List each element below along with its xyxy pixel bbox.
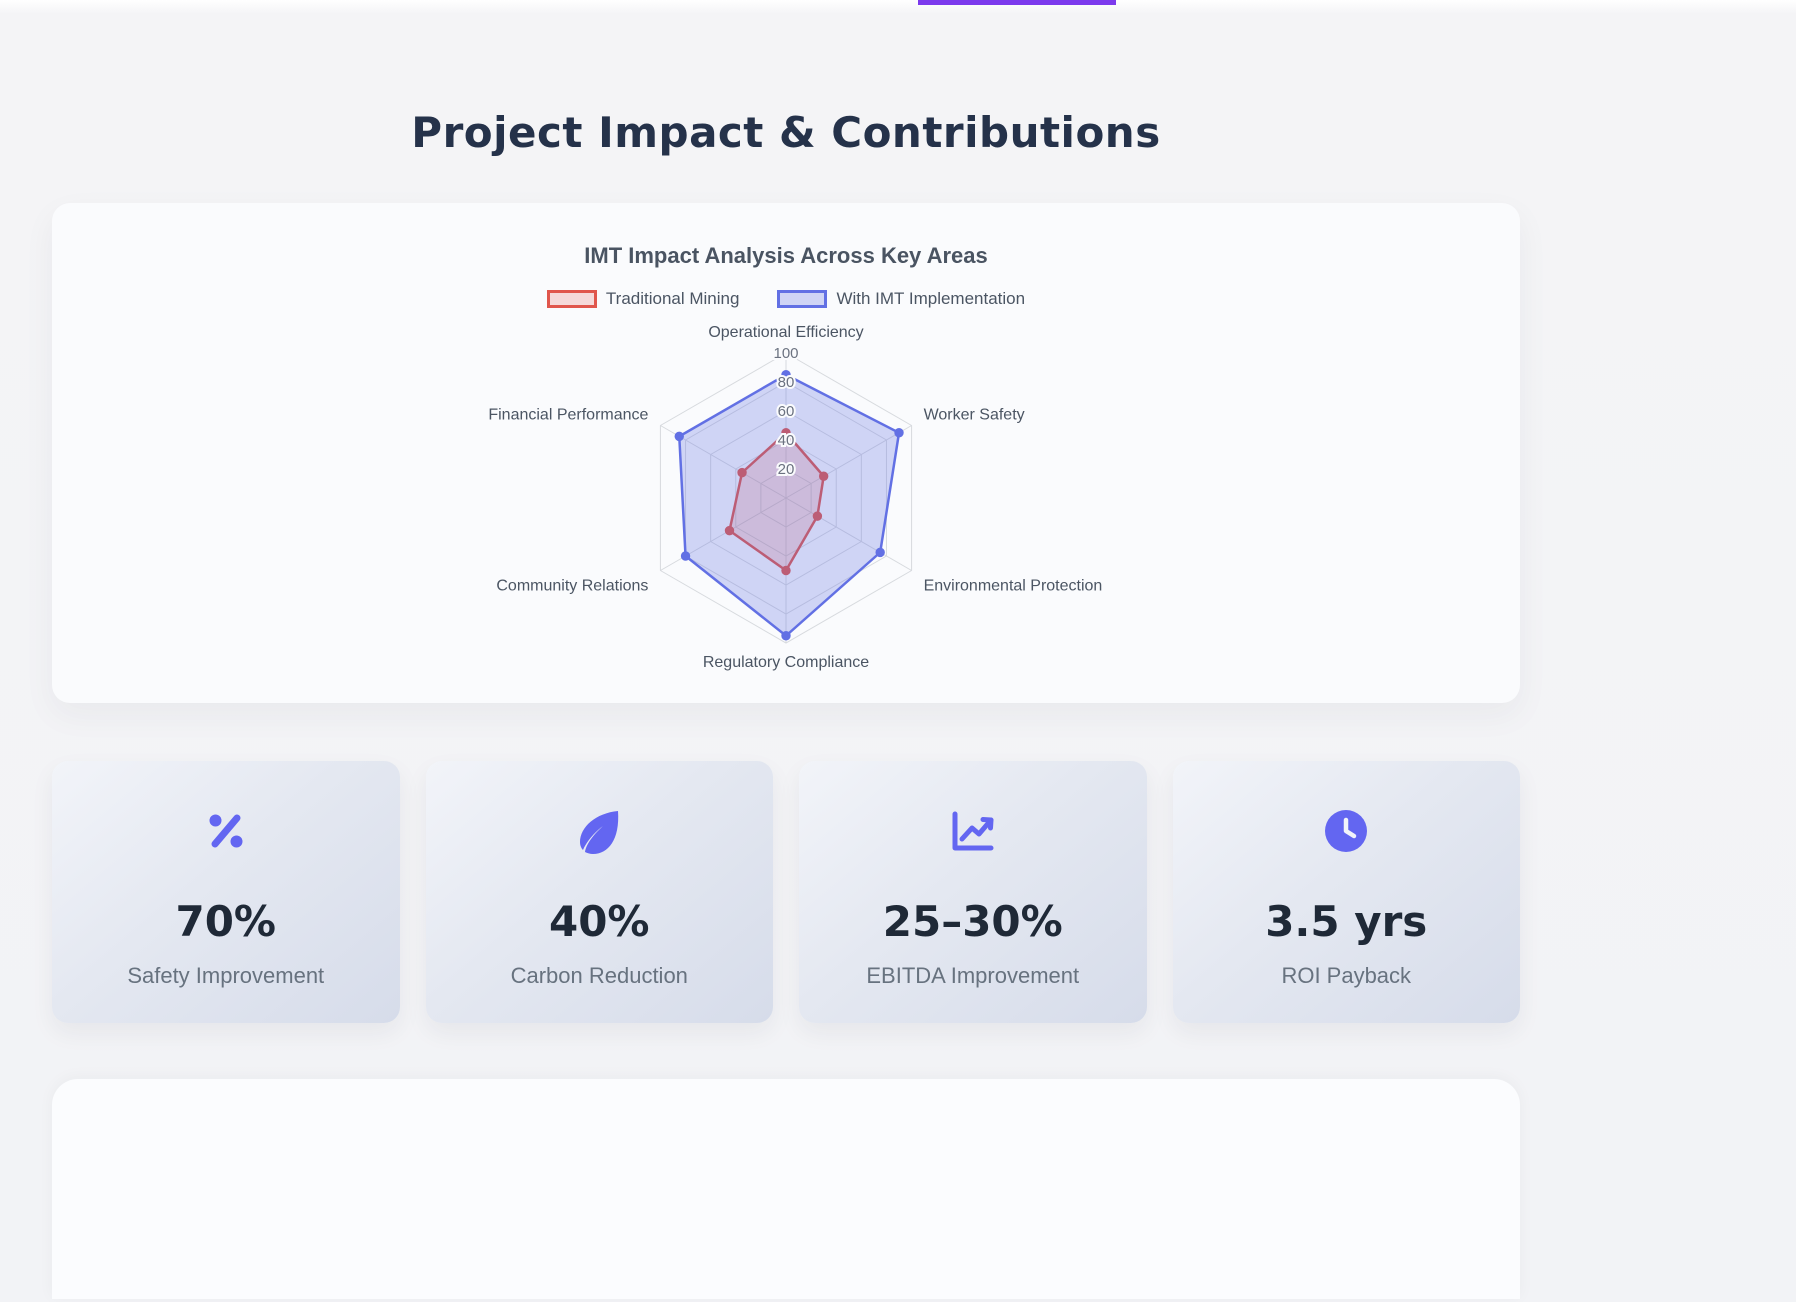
percent-icon (209, 814, 243, 848)
stat-value: 3.5 yrs (1265, 897, 1428, 946)
radar-tick-label: 40 (778, 432, 795, 449)
radar-grid-spoke (660, 497, 787, 571)
stat-label: ROI Payback (1281, 963, 1412, 988)
radar-tick-label: 100 (773, 345, 798, 362)
stat-card-ebitda: 25–30% EBITDA Improvement (799, 761, 1147, 1023)
radar-axis-label: Community Relations (496, 578, 648, 595)
radar-axis-label: Environmental Protection (924, 578, 1103, 595)
stat-value: 25–30% (882, 897, 1063, 946)
radar-series-point (875, 547, 885, 558)
radar-series-point (680, 551, 691, 561)
scroll-progress-bar (918, 0, 1116, 5)
stat-value: 40% (548, 897, 650, 946)
next-section-card (52, 1079, 1520, 1299)
stat-label: Safety Improvement (127, 963, 325, 988)
radar-tick-label: 80 (778, 374, 795, 391)
impact-chart-card: IMT Impact Analysis Across Key Areas Tra… (52, 203, 1520, 703)
legend-swatch-traditional (546, 290, 597, 308)
radar-grid-spoke (785, 425, 912, 499)
radar-chart: 20 40 60 80 100 Operational Efficiency Worker … (488, 324, 1103, 671)
leaf-icon (580, 811, 619, 854)
page-title: Project Impact & Contributions (411, 108, 1161, 157)
radar-axis-label: Worker Safety (924, 407, 1025, 424)
radar-series-point (781, 565, 791, 576)
stat-card-safety: 70% Safety Improvement (52, 761, 400, 1023)
legend-label: Traditional Mining (605, 289, 740, 308)
radar-series-point (818, 471, 829, 481)
radar-axis-label: Operational Efficiency (708, 324, 863, 341)
stat-value: 70% (175, 897, 277, 946)
legend-label: With IMT Implementation (836, 289, 1026, 308)
legend-swatch-imt (777, 290, 828, 308)
radar-series-point (894, 428, 904, 438)
stat-card-roi: 3.5 yrs ROI Payback (1172, 761, 1520, 1023)
radar-series-point (812, 511, 823, 521)
stats-row: 70% Safety Improvement 40% Carbon Reduct… (52, 761, 1520, 1023)
radar-grid-spoke (785, 497, 912, 571)
radar-tick-label: 20 (778, 461, 795, 478)
chart-line-icon (952, 811, 994, 851)
page-section: Project Impact & Contributions IMT Impac… (52, 0, 1520, 1299)
stat-label: EBITDA Improvement (866, 963, 1080, 988)
legend-item-with-imt[interactable]: With IMT Implementation (777, 289, 1025, 309)
radar-series-point (724, 525, 735, 536)
radar-series-point (737, 467, 747, 478)
stat-label: Carbon Reduction (510, 963, 688, 988)
clock-icon (1325, 810, 1368, 852)
radar-series-point (781, 370, 791, 380)
radar-series-point (674, 431, 684, 442)
radar-tick-label: 60 (778, 403, 795, 420)
chart-legend: Traditional Mining With IMT Implementati… (52, 289, 1520, 309)
radar-series-point (781, 631, 791, 641)
stat-card-carbon: 40% Carbon Reduction (425, 761, 773, 1023)
legend-item-traditional-mining[interactable]: Traditional Mining (546, 289, 740, 309)
radar-axis-label: Regulatory Compliance (703, 654, 869, 671)
radar-axis-label: Financial Performance (488, 407, 648, 424)
chart-title: IMT Impact Analysis Across Key Areas (584, 243, 988, 268)
radar-series-point (781, 428, 791, 438)
